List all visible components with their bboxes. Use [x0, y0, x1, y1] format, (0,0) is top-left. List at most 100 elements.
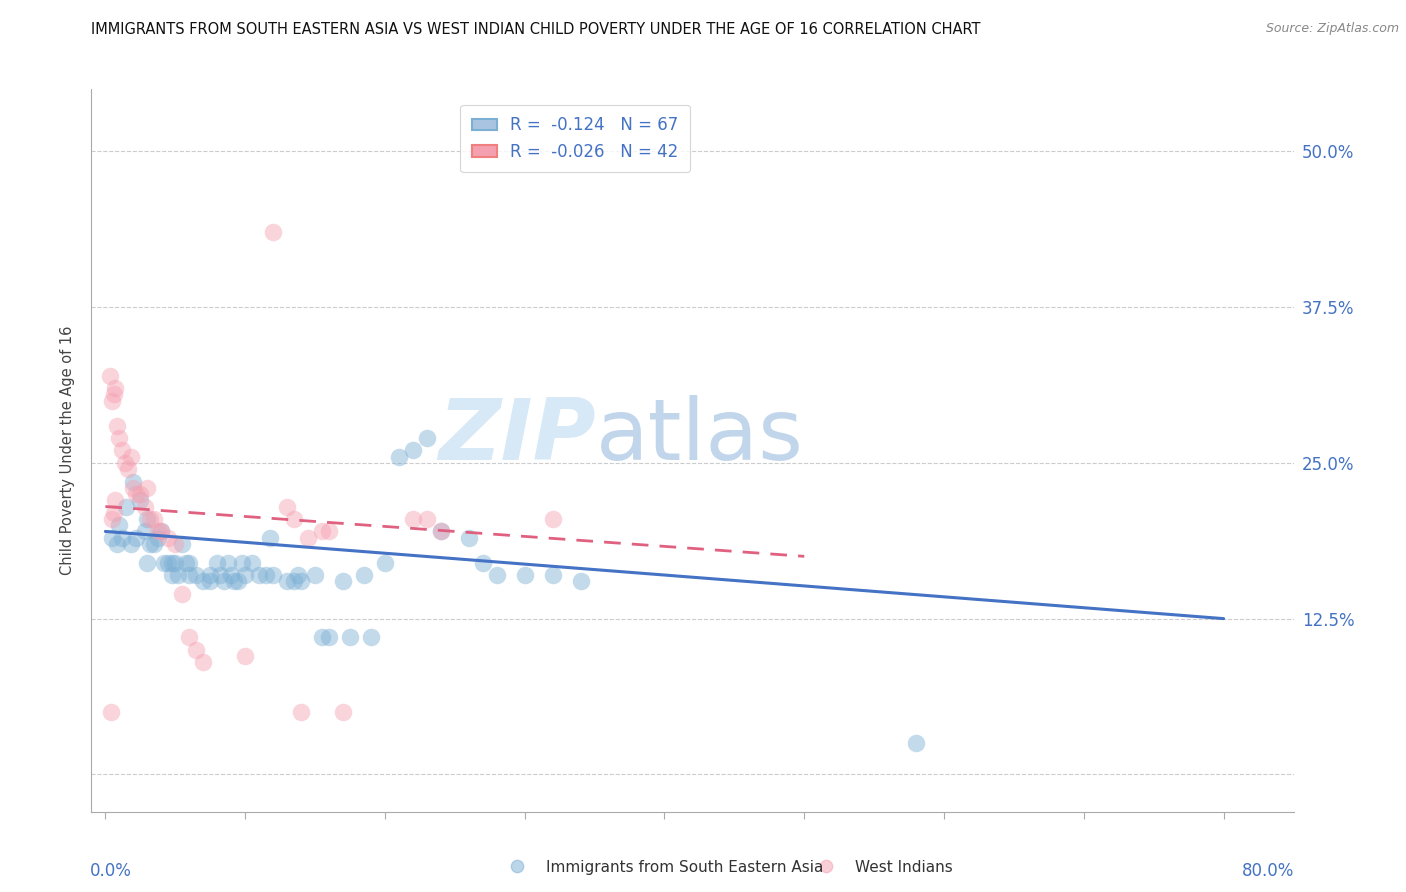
Point [179, 568, 201, 582]
Point [108, 431, 131, 445]
Point [402, 512, 425, 526]
Point [120, 450, 142, 464]
Text: Source: ZipAtlas.com: Source: ZipAtlas.com [1265, 22, 1399, 36]
Point [283, 574, 305, 589]
Point [259, 531, 281, 545]
Point [416, 431, 439, 445]
Text: West Indians: West Indians [855, 860, 953, 874]
Point [139, 537, 162, 551]
Point [162, 568, 184, 582]
Point [143, 537, 166, 551]
Point [108, 518, 131, 533]
Point [101, 531, 124, 545]
Point [150, 524, 173, 539]
Point [100, 705, 122, 719]
Point [332, 574, 354, 589]
Point [186, 568, 208, 582]
Point [162, 556, 184, 570]
Y-axis label: Child Poverty Under the Age of 16: Child Poverty Under the Age of 16 [60, 326, 76, 575]
Point [262, 568, 284, 582]
Point [98, 368, 121, 383]
Point [157, 556, 180, 570]
Point [905, 736, 928, 750]
Point [153, 556, 176, 570]
Point [200, 568, 222, 582]
Point [104, 381, 127, 395]
Point [193, 574, 215, 589]
Point [318, 630, 340, 644]
Point [506, 858, 529, 872]
Point [233, 648, 256, 663]
Point [290, 705, 312, 719]
Point [105, 537, 128, 551]
Point [125, 487, 148, 501]
Point [179, 556, 201, 570]
Point [471, 556, 494, 570]
Point [276, 500, 298, 514]
Point [122, 475, 145, 489]
Point [360, 630, 382, 644]
Text: Immigrants from South Eastern Asia: Immigrants from South Eastern Asia [546, 860, 823, 874]
Point [283, 512, 305, 526]
Point [186, 642, 208, 657]
Point [134, 500, 156, 514]
Point [388, 450, 411, 464]
Point [136, 481, 159, 495]
Point [104, 493, 127, 508]
Point [212, 574, 235, 589]
Point [157, 531, 180, 545]
Point [430, 524, 453, 539]
Point [311, 630, 333, 644]
Point [129, 493, 152, 508]
Point [129, 487, 152, 501]
Point [165, 537, 187, 551]
Point [485, 568, 508, 582]
Point [115, 500, 138, 514]
Point [105, 418, 128, 433]
Point [122, 481, 145, 495]
Point [353, 568, 375, 582]
Point [339, 630, 361, 644]
Point [290, 574, 312, 589]
Point [231, 556, 253, 570]
Point [150, 524, 173, 539]
Point [457, 531, 479, 545]
Point [114, 456, 136, 470]
Point [541, 512, 564, 526]
Point [217, 556, 239, 570]
Point [103, 387, 125, 401]
Text: ZIP: ZIP [439, 394, 596, 477]
Point [125, 531, 148, 545]
Point [148, 524, 170, 539]
Point [222, 574, 245, 589]
Point [193, 655, 215, 669]
Point [402, 443, 425, 458]
Point [136, 512, 159, 526]
Text: atlas: atlas [596, 394, 804, 477]
Point [172, 587, 194, 601]
Point [200, 574, 222, 589]
Point [262, 226, 284, 240]
Point [101, 512, 124, 526]
Point [247, 568, 270, 582]
Point [148, 531, 170, 545]
Point [208, 568, 231, 582]
Point [332, 705, 354, 719]
Point [541, 568, 564, 582]
Point [111, 531, 134, 545]
Point [240, 556, 263, 570]
Point [167, 568, 190, 582]
Text: 0.0%: 0.0% [90, 863, 132, 880]
Point [205, 556, 228, 570]
Point [172, 537, 194, 551]
Point [179, 630, 201, 644]
Point [297, 531, 319, 545]
Point [165, 556, 187, 570]
Point [120, 537, 142, 551]
Point [416, 512, 439, 526]
Point [430, 524, 453, 539]
Point [318, 524, 340, 539]
Point [513, 568, 536, 582]
Point [287, 568, 309, 582]
Text: 80.0%: 80.0% [1243, 863, 1295, 880]
